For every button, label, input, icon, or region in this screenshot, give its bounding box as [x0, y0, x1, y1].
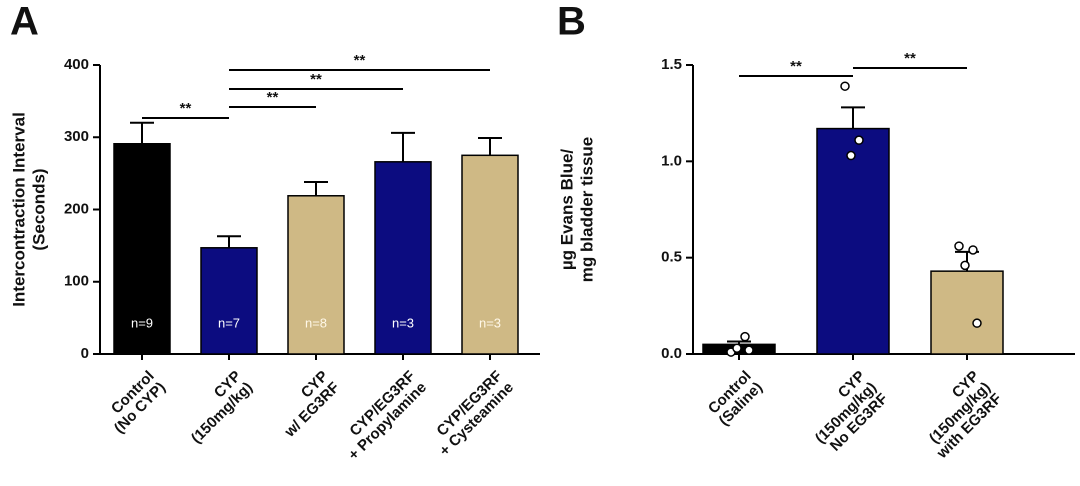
y-label-line: Intercontraction Interval [9, 112, 28, 307]
bar [287, 195, 345, 355]
n-label: n=7 [218, 315, 240, 330]
y-axis-label: µg Evans Blue/mg bladder tissue [557, 137, 596, 282]
data-point [740, 331, 750, 342]
x-tick-label: CYP(150mg/kg)with EG3RF [926, 368, 1005, 463]
data-point [744, 345, 754, 355]
bar [200, 247, 258, 355]
y-tick-label: 300 [64, 128, 89, 145]
x-tick-label: CYP/EG3RF+ Cysteamine [433, 368, 516, 460]
y-tick-label: 400 [64, 56, 89, 73]
x-tick-label: Control(Saline) [705, 368, 766, 430]
y-tick-label: 1.0 [661, 152, 682, 169]
bar [930, 270, 1004, 355]
n-label: n=3 [479, 315, 501, 330]
x-tick-label: CYP/EG3RF+ Propylamine [345, 368, 430, 464]
significance-label: ** [180, 100, 192, 117]
y-tick-label: 100 [64, 273, 89, 290]
significance-label: ** [354, 52, 366, 69]
y-label-line: µg Evans Blue/ [557, 149, 576, 271]
significance-label: ** [904, 50, 916, 67]
y-tick-label: 0.5 [661, 249, 682, 266]
bar [461, 154, 519, 355]
data-point [854, 135, 864, 145]
x-tick-label: CYP(150mg/kg)No EG3RF [812, 368, 891, 455]
data-point [840, 81, 850, 91]
y-tick-label: 1.5 [661, 56, 682, 73]
bar [816, 127, 890, 355]
data-point [960, 260, 970, 271]
n-label: n=3 [392, 315, 414, 330]
bar [113, 143, 171, 355]
n-label: n=8 [305, 315, 327, 330]
panel-letter: A [10, 0, 39, 44]
y-tick-label: 200 [64, 200, 89, 217]
data-point [732, 343, 742, 353]
y-label-line: mg bladder tissue [577, 137, 596, 282]
bar [374, 161, 432, 355]
n-label: n=9 [131, 315, 153, 330]
significance-label: ** [790, 58, 802, 75]
y-tick-label: 0 [81, 345, 89, 362]
significance-label: ** [310, 71, 322, 88]
data-point [968, 245, 978, 255]
significance-label: ** [267, 89, 279, 106]
y-tick-label: 0.0 [661, 345, 682, 362]
data-point [954, 241, 964, 251]
y-axis-label: Intercontraction Interval (Seconds) [9, 112, 48, 307]
x-tick-label: CYP(150mg/kg) [188, 368, 256, 447]
data-point [846, 150, 856, 161]
y-label-line: (Seconds) [29, 168, 48, 250]
panel-letter: B [557, 0, 586, 44]
data-point [972, 318, 982, 328]
x-tick-label: Control(No CYP) [108, 368, 169, 437]
